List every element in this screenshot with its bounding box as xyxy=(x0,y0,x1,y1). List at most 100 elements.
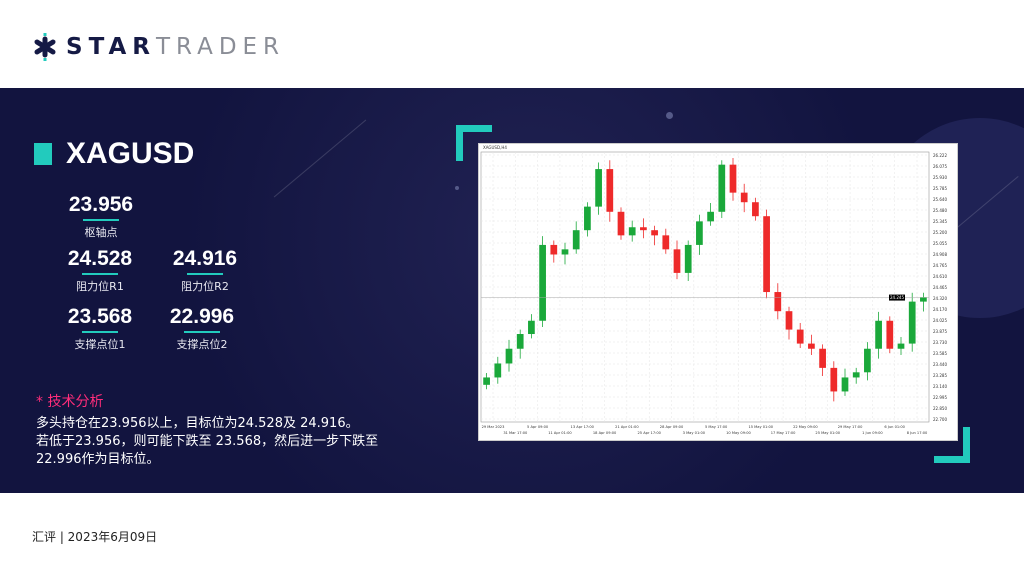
candle-body xyxy=(516,334,524,349)
price-chart: 26.222 26.075 25.930 25.785 25.640 25.480 25.3… xyxy=(478,143,958,441)
candle-body xyxy=(830,367,838,392)
candle-body xyxy=(595,169,602,207)
support-2: 22.996 支撑点位2 xyxy=(157,305,247,352)
candle-body xyxy=(852,372,860,378)
x-tick-label: 5 May 17:00 xyxy=(705,425,728,429)
current-price-tag xyxy=(889,294,905,301)
x-tick-label: 29 May 17:00 xyxy=(838,425,863,429)
title-marker xyxy=(34,143,52,165)
y-tick-label: 25.930 xyxy=(933,175,947,180)
candlestick-chart: 26.222 26.075 25.930 25.785 25.640 25.480 25.3… xyxy=(480,145,947,435)
candle-body xyxy=(673,249,681,273)
candle-body xyxy=(796,329,804,344)
y-tick-label: 25.640 xyxy=(933,197,947,202)
candle-body xyxy=(561,249,569,255)
x-tick-label: 3 May 01:00 xyxy=(683,431,706,435)
x-tick-label: 18 Apr 09:00 xyxy=(593,431,617,435)
y-tick-label: 26.222 xyxy=(933,153,947,158)
x-tick-label: 25 May 01:00 xyxy=(815,431,840,435)
candle-body xyxy=(483,377,490,385)
candle-body xyxy=(606,169,614,212)
support-1: 23.568 支撑点位1 xyxy=(55,305,145,352)
brand-name-bold: STAR xyxy=(66,34,156,60)
technical-analysis: * 技术分析 多头持仓在23.956以上，目标位为24.528及 24.916。… xyxy=(36,391,378,469)
candle-body xyxy=(897,343,905,349)
y-tick-label: 24.170 xyxy=(933,307,947,312)
level-value: 23.956 xyxy=(68,193,134,216)
analysis-line: 多头持仓在23.956以上，目标位为24.528及 24.916。 xyxy=(36,416,359,431)
candle-body xyxy=(505,348,513,364)
y-tick-label: 23.875 xyxy=(933,329,947,334)
x-tick-label: 25 Apr 17:00 xyxy=(637,431,661,435)
candle-body xyxy=(640,227,647,231)
y-tick-label: 22.850 xyxy=(933,406,947,411)
y-tick-label: 23.140 xyxy=(933,384,947,389)
x-tick-label: 31 Mar 17:00 xyxy=(503,431,528,435)
candle-body xyxy=(539,244,546,321)
corner-bracket xyxy=(934,427,970,463)
y-tick-label: 24.610 xyxy=(933,274,947,279)
y-tick-label: 24.908 xyxy=(933,252,947,257)
candle-body xyxy=(785,311,793,330)
y-tick-label: 25.345 xyxy=(933,219,947,224)
candle-body xyxy=(572,230,580,250)
x-tick-label: 28 Apr 09:00 xyxy=(660,425,684,429)
level-value: 24.528 xyxy=(67,247,133,270)
candle-body xyxy=(584,206,591,231)
y-tick-label: 22.995 xyxy=(933,395,947,400)
candle-body xyxy=(920,297,927,302)
y-tick-label: 24.765 xyxy=(933,263,947,268)
candle-body xyxy=(528,320,535,335)
x-tick-label: 6 Jun 01:00 xyxy=(884,425,905,429)
candle-body xyxy=(617,211,625,236)
y-tick-label: 26.075 xyxy=(933,164,947,169)
pivot-level: 23.956 枢轴点 xyxy=(56,193,146,240)
resistance-r2: 24.916 阻力位R2 xyxy=(160,247,250,294)
analysis-line: 若低于23.956，则可能下跌至 23.568，然后进一步下跌至 xyxy=(36,434,379,449)
logo: STAR TRADER xyxy=(32,33,285,61)
resistance-r1: 24.528 阻力位R1 xyxy=(55,247,145,294)
level-label: 支撑点位1 xyxy=(74,338,126,351)
x-tick-label: 17 May 17:00 xyxy=(771,431,796,435)
level-value: 24.916 xyxy=(172,247,238,270)
y-tick-label: 24.025 xyxy=(933,318,947,323)
candle-body xyxy=(808,343,815,349)
x-tick-label: 11 Apr 01:00 xyxy=(548,431,572,435)
y-tick-label: 23.285 xyxy=(933,373,947,378)
candle-body xyxy=(819,348,826,368)
x-tick-label: 1 Jun 09:00 xyxy=(862,431,883,435)
analysis-line: 22.996作为目标位。 xyxy=(36,452,160,467)
candle-body xyxy=(740,192,748,203)
y-tick-label: 23.730 xyxy=(933,340,947,345)
candle-body xyxy=(763,216,770,293)
footer-date: 汇评 | 2023年6月09日 xyxy=(32,530,158,544)
star-logo-icon xyxy=(34,33,56,61)
candle-body xyxy=(729,164,737,193)
header: STAR TRADER xyxy=(0,0,1024,88)
x-tick-label: 22 May 09:00 xyxy=(793,425,818,429)
analysis-heading: * 技术分析 xyxy=(36,394,104,410)
y-tick-label: 25.785 xyxy=(933,186,947,191)
y-tick-label: 25.055 xyxy=(933,241,947,246)
candle-body xyxy=(841,377,849,392)
level-label: 枢轴点 xyxy=(84,226,118,239)
candle-body xyxy=(718,164,726,212)
candle-body xyxy=(696,221,703,245)
y-tick-label: 25.200 xyxy=(933,230,947,235)
level-value: 23.568 xyxy=(67,305,133,328)
y-tick-label: 23.440 xyxy=(933,362,947,367)
candle-body xyxy=(752,202,759,217)
candle-body xyxy=(908,301,916,344)
candle-body xyxy=(494,363,502,378)
candle-body xyxy=(651,230,658,236)
level-label: 支撑点位2 xyxy=(176,338,228,351)
candle-body xyxy=(684,244,692,273)
y-tick-label: 24.320 xyxy=(933,296,947,301)
level-label: 阻力位R2 xyxy=(181,280,229,293)
x-tick-label: 8 Jun 17:00 xyxy=(907,431,928,435)
symbol-name: XAGUSD xyxy=(66,137,195,170)
current-price-label: 24.245 xyxy=(890,295,904,300)
corner-bracket xyxy=(456,125,492,161)
candle-body xyxy=(707,211,714,222)
candle-body xyxy=(864,348,871,373)
